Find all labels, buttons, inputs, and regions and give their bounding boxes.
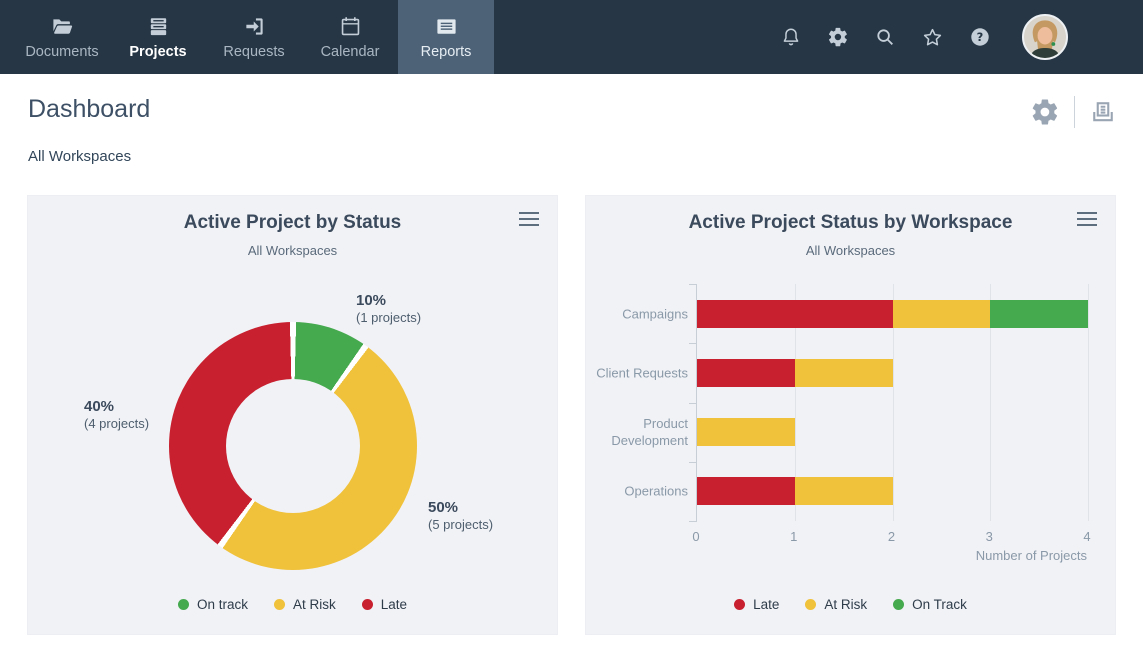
page-title: Dashboard [28,95,1143,124]
legend-dot [805,599,816,610]
bar-segment-at-risk[interactable] [795,477,893,505]
bar-row-product-development [697,418,1088,446]
header-actions [1030,96,1117,128]
x-tick-label-3: 3 [986,529,993,544]
y-axis-tick [689,403,697,404]
top-navbar: Documents Projects Requests Calendar Reports… [0,0,1143,74]
nav-item-label: Reports [421,44,472,60]
nav-item-calendar[interactable]: Calendar [302,0,398,74]
x-tick-label-2: 2 [888,529,895,544]
nav-actions: ? [780,0,1143,74]
category-label-client-requests: Client Requests [594,364,688,381]
bar-segment-at-risk[interactable] [795,359,893,387]
legend-dot [178,599,189,610]
card-menu-icon[interactable] [1077,212,1097,230]
stack-icon [147,15,170,38]
nav-item-label: Requests [223,44,284,60]
y-axis-tick [689,521,697,522]
bar-segment-at-risk[interactable] [893,300,991,328]
nav-item-requests[interactable]: Requests [206,0,302,74]
x-axis-label: Number of Projects [696,548,1087,563]
legend-label: At Risk [824,597,867,612]
report-icon [435,15,458,38]
category-label-operations: Operations [594,483,688,500]
dashboard-settings-gear-icon[interactable] [1030,97,1060,127]
bar-plot [696,284,1087,521]
nav-items: Documents Projects Requests Calendar Reports [0,0,494,74]
donut-hole [226,379,360,513]
legend-item-on-track[interactable]: On Track [893,597,967,612]
legend-dot [893,599,904,610]
donut-chart[interactable] [169,322,417,570]
legend-label: Late [753,597,779,612]
calendar-icon [339,15,362,38]
bar-segment-late[interactable] [697,300,893,328]
legend-dot [274,599,285,610]
chart-title: Active Project by Status [28,212,557,234]
y-axis-tick [689,284,697,285]
nav-item-documents[interactable]: Documents [14,0,110,74]
legend-label: On Track [912,597,967,612]
bar-segment-late[interactable] [697,477,795,505]
chart-subtitle: All Workspaces [586,243,1115,258]
legend-dot [734,599,745,610]
bar-row-operations [697,477,1088,505]
nav-item-label: Documents [25,44,98,60]
legend-item-at-risk[interactable]: At Risk [274,597,336,612]
bar-row-client-requests [697,359,1088,387]
card-active-project-by-status: Active Project by Status All Workspaces … [27,195,558,635]
bar-segment-late[interactable] [697,359,795,387]
donut-annotation-late: 40%(4 projects) [84,398,149,432]
import-arrow-icon [243,15,266,38]
category-label-product-development: Product Development [594,415,688,449]
nav-item-label: Calendar [321,44,380,60]
legend-item-late[interactable]: Late [734,597,779,612]
y-axis-tick [689,462,697,463]
legend-item-late[interactable]: Late [362,597,407,612]
bar-segment-at-risk[interactable] [697,418,795,446]
chart-title: Active Project Status by Workspace [586,212,1115,234]
header-divider [1074,96,1075,128]
legend-item-at-risk[interactable]: At Risk [805,597,867,612]
x-tick-label-4: 4 [1083,529,1090,544]
x-tick-label-1: 1 [790,529,797,544]
print-icon[interactable] [1089,98,1117,126]
legend-label: On track [197,597,248,612]
legend-dot [362,599,373,610]
donut-legend: On track At Risk Late [28,597,557,612]
category-label-campaigns: Campaigns [594,305,688,322]
donut-annotation-on-track: 10%(1 projects) [356,292,421,326]
bar-segment-on-track[interactable] [990,300,1088,328]
gear-icon[interactable] [827,26,849,48]
bell-icon[interactable] [780,26,802,48]
legend-label: Late [381,597,407,612]
user-avatar[interactable] [1022,14,1068,60]
chart-subtitle: All Workspaces [28,243,557,258]
y-axis-tick [689,343,697,344]
card-menu-icon[interactable] [519,212,539,230]
help-icon[interactable]: ? [969,26,991,48]
folder-open-icon [51,15,74,38]
bar-legend: Late At Risk On Track [586,597,1115,612]
gridline-x-4 [1088,284,1089,521]
workspace-filter-label: All Workspaces [28,148,1143,165]
card-active-project-status-by-workspace: Active Project Status by Workspace All W… [585,195,1116,635]
nav-item-label: Projects [129,44,186,60]
nav-item-reports[interactable]: Reports [398,0,494,74]
svg-text:?: ? [977,30,984,44]
legend-label: At Risk [293,597,336,612]
dashboard-cards: Active Project by Status All Workspaces … [27,195,1116,635]
x-tick-label-0: 0 [692,529,699,544]
star-icon[interactable] [921,26,944,49]
legend-item-on-track[interactable]: On track [178,597,248,612]
bar-row-campaigns [697,300,1088,328]
nav-item-projects[interactable]: Projects [110,0,206,74]
search-icon[interactable] [874,26,896,48]
nav-action-icons: ? [780,26,991,49]
donut-annotation-at-risk: 50%(5 projects) [428,499,493,533]
